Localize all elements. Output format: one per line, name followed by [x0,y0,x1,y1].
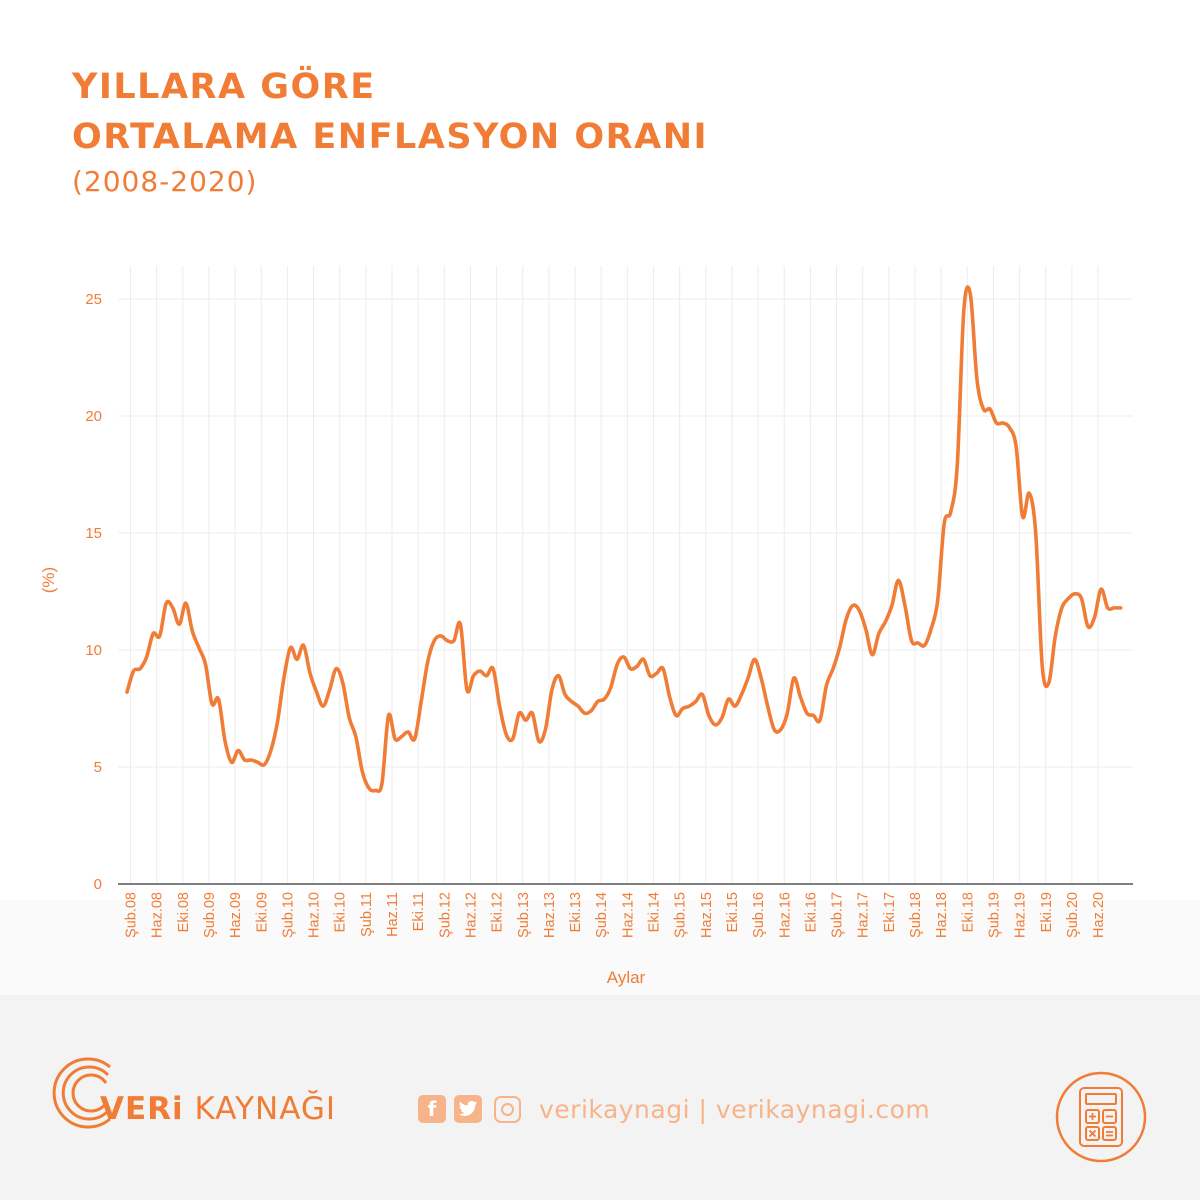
x-tick-label: Eki.15 [725,892,741,932]
x-tick-label: Eki.13 [568,892,584,932]
brand-rest: KAYNAĞI [183,1091,337,1127]
social-links: f verikaynagi | verikaynagi.com [418,1094,930,1124]
x-tick-label: Eki.12 [490,892,506,932]
chart-title-line1: YILLARA GÖRE [72,67,376,107]
brand-bold: VERi [100,1091,184,1127]
x-tick-label: Şub.16 [751,892,767,938]
x-tick-label: Şub.14 [594,892,610,938]
x-tick-label: Eki.19 [1039,892,1055,932]
verikaynagi-logo-icon [52,1057,111,1129]
line-chart: 0 5 10 15 20 25 Şub.08 Haz.08 Eki.08 Şub.09 Haz.09… [0,266,1200,995]
x-tick-label: Eki.10 [333,892,349,932]
x-tick-label: Şub.11 [359,892,375,937]
x-tick-label: Haz.17 [856,892,872,938]
series-line [125,285,1123,794]
x-tick-label: Haz.11 [385,892,401,937]
x-tick-label: Eki.18 [960,892,976,932]
x-axis-label-band [0,900,1200,995]
x-tick-label: Şub.17 [830,892,846,938]
x-tick-label: Şub.13 [516,892,532,938]
x-tick-label: Haz.13 [542,892,558,938]
x-tick-label: Şub.15 [673,892,689,938]
x-tick-label: Şub.10 [280,892,296,938]
x-tick-label: Haz.10 [307,892,323,938]
x-tick-label: Haz.12 [463,892,479,938]
title-block: YILLARA GÖRE ORTALAMA ENFLASYON ORANI (2… [72,62,708,202]
x-tick-label: Haz.20 [1091,892,1107,938]
x-tick-label: Haz.14 [620,892,636,938]
x-tick-label: Haz.08 [150,892,166,938]
y-tick-label: 0 [94,876,102,893]
x-tick-label: Eki.16 [803,892,819,932]
social-handle-text[interactable]: verikaynagi | verikaynagi.com [539,1094,931,1124]
calculator-icon [1055,1071,1147,1163]
twitter-icon[interactable] [454,1095,482,1123]
x-tick-label: Haz.09 [228,892,244,938]
y-tick-label: 20 [85,408,102,425]
y-tick-label: 25 [85,291,102,308]
x-tick-label: Eki.08 [176,892,192,932]
y-tick-label: 15 [85,525,102,542]
x-tick-label: Eki.17 [882,892,898,932]
x-tick-label: Şub.12 [437,892,453,938]
x-tick-label: Şub.20 [1065,892,1081,938]
instagram-icon[interactable] [494,1095,521,1123]
y-tick-label: 10 [85,642,102,659]
y-axis-title: (%) [39,567,58,593]
footer: VERi KAYNAĞI f verikaynagi | verikaynagi… [0,995,1200,1200]
x-tick-label: Eki.09 [254,892,270,932]
x-tick-label: Haz.19 [1013,892,1029,938]
chart-subtitle: (2008-2020) [72,165,258,198]
x-tick-label: Haz.15 [699,892,715,938]
y-tick-label: 5 [94,759,102,776]
x-tick-label: Eki.14 [647,892,663,932]
brand-name: VERi KAYNAĞI [100,1091,336,1127]
x-tick-label: Haz.18 [934,892,950,938]
x-tick-label: Şub.18 [908,892,924,938]
x-tick-label: Şub.19 [986,892,1002,938]
x-tick-label: Şub.08 [124,892,140,938]
x-tick-label: Haz.16 [777,892,793,938]
facebook-icon[interactable]: f [418,1095,446,1123]
x-tick-label: Şub.09 [202,892,218,938]
x-axis-title: Aylar [607,968,646,987]
x-tick-label: Eki.11 [411,892,427,931]
chart-title-line2: ORTALAMA ENFLASYON ORANI [72,117,709,157]
